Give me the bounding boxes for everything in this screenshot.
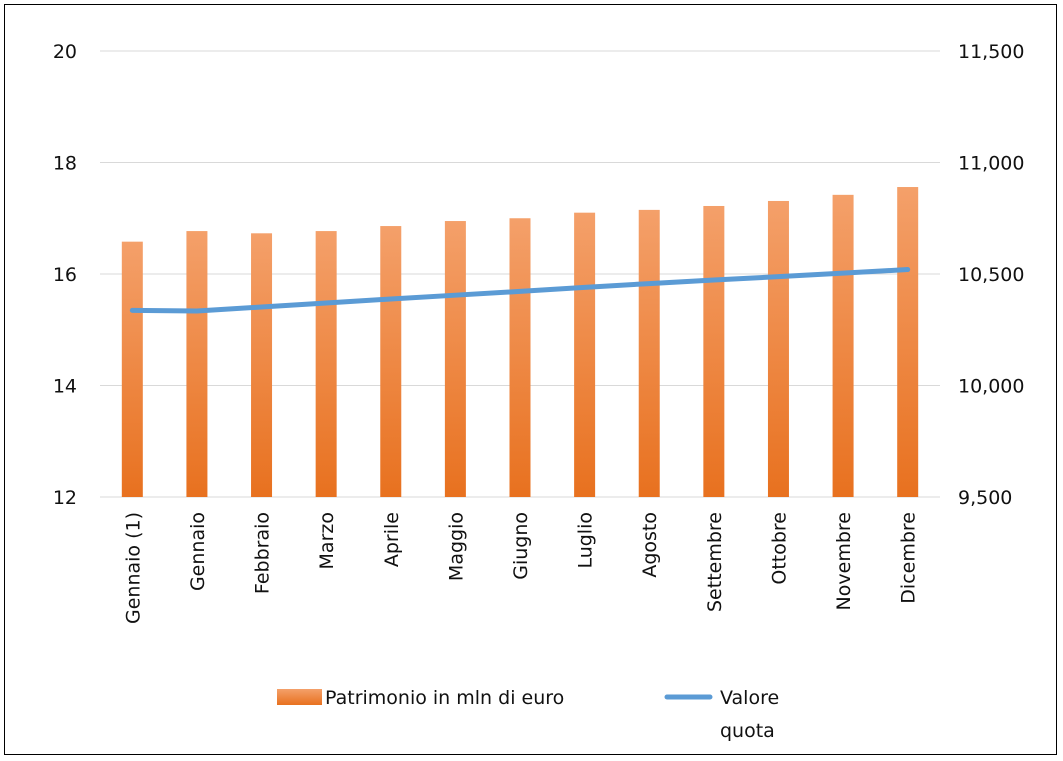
right-tick-label: 10,000 xyxy=(958,376,1024,398)
right-tick-label: 11,500 xyxy=(958,41,1024,63)
right-tick-label: 9,500 xyxy=(958,487,1012,509)
bar xyxy=(703,205,725,498)
legend-swatch-patrimonio xyxy=(277,689,322,705)
category-label: Gennaio xyxy=(187,512,209,591)
category-label: Ottobre xyxy=(768,512,790,585)
left-tick-label: 18 xyxy=(53,153,77,175)
line-series xyxy=(129,267,911,314)
bar xyxy=(638,209,660,497)
bar xyxy=(574,212,596,498)
bar xyxy=(315,231,337,497)
category-label: Luglio xyxy=(575,512,597,569)
bar xyxy=(251,233,273,498)
legend-label-line-2: quota xyxy=(720,720,775,742)
legend-label-line-1: Valore xyxy=(720,687,779,709)
left-tick-label: 12 xyxy=(53,487,77,509)
category-label: Settembre xyxy=(704,512,726,612)
bar xyxy=(444,221,466,497)
bar xyxy=(767,200,789,497)
left-tick-label: 20 xyxy=(53,41,77,63)
category-label: Febbraio xyxy=(252,512,274,594)
right-tick-label: 10,500 xyxy=(958,264,1024,286)
category-label: Aprile xyxy=(381,512,403,567)
line-valore-quota xyxy=(129,267,911,314)
left-tick-label: 16 xyxy=(53,264,77,286)
category-label: Maggio xyxy=(445,512,467,581)
left-tick-label: 14 xyxy=(53,376,77,398)
bar-series xyxy=(121,187,919,498)
legend-label-patrimonio: Patrimonio in mln di euro xyxy=(325,687,564,709)
bar xyxy=(380,226,402,497)
legend: Patrimonio in mln di euro Valore quota xyxy=(277,687,779,742)
bar xyxy=(121,241,143,497)
bar xyxy=(186,231,208,497)
legend-label-valore-quota: Valore quota xyxy=(720,687,779,742)
category-label: Agosto xyxy=(639,512,661,578)
left-axis-ticks: 12 14 16 18 20 xyxy=(53,41,77,509)
bar xyxy=(509,218,531,497)
bar xyxy=(832,194,854,497)
category-label: Gennaio (1) xyxy=(122,512,144,624)
bar xyxy=(897,187,919,497)
category-label: Giugno xyxy=(510,512,532,580)
right-tick-label: 11,000 xyxy=(958,153,1024,175)
category-labels: Gennaio (1) Gennaio Febbraio Marzo Aprile Mag… xyxy=(122,512,919,624)
category-label: Dicembre xyxy=(898,512,920,604)
category-label: Marzo xyxy=(316,512,338,569)
right-axis-ticks: 9,500 10,000 10,500 11,000 11,500 xyxy=(958,41,1024,509)
category-label: Novembre xyxy=(833,512,855,610)
